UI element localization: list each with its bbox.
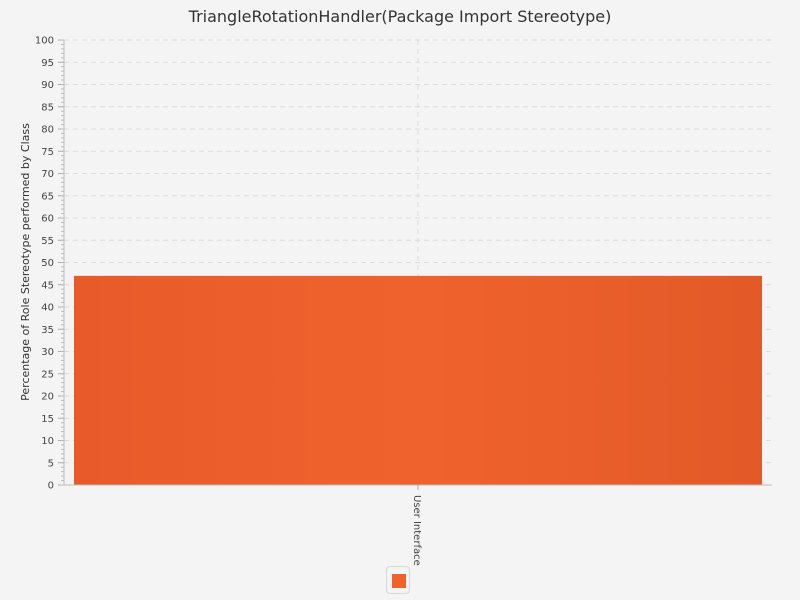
y-tick-label: 95 xyxy=(41,58,54,69)
y-tick-label: 30 xyxy=(41,347,54,358)
y-tick-label: 60 xyxy=(41,214,54,225)
y-tick-label: 5 xyxy=(48,458,54,469)
y-tick-label: 25 xyxy=(41,369,54,380)
y-tick-label: 65 xyxy=(41,191,54,202)
y-tick-label: 75 xyxy=(41,147,54,158)
y-tick-label: 45 xyxy=(41,280,54,291)
y-tick-label: 90 xyxy=(41,80,54,91)
legend-swatch xyxy=(392,574,406,588)
bar xyxy=(74,275,762,485)
bars xyxy=(74,275,762,485)
y-tick-label: 80 xyxy=(41,125,54,136)
legend[interactable] xyxy=(386,566,410,594)
y-tick-label: 100 xyxy=(35,36,54,47)
y-tick-label: 50 xyxy=(41,258,54,269)
y-tick-label: 40 xyxy=(41,303,54,314)
x-tick-label: User Interface xyxy=(411,495,422,566)
y-axis-label: Percentage of Role Stereotype performed … xyxy=(19,123,32,401)
y-ticks: 0 5 10 15 20 25 30 35 40 45 50 55 60 65 70 75 80 85 90 95 10… xyxy=(35,36,64,492)
y-tick-label: 85 xyxy=(41,102,54,113)
y-tick-label: 20 xyxy=(41,392,54,403)
y-tick-label: 0 xyxy=(48,481,54,492)
chart-title: TriangleRotationHandler(Package Import S… xyxy=(188,7,612,26)
y-tick-label: 10 xyxy=(41,436,54,447)
y-tick-label: 15 xyxy=(41,414,54,425)
x-ticks: User Interface xyxy=(411,485,422,566)
y-tick-label: 70 xyxy=(41,169,54,180)
y-tick-label: 55 xyxy=(41,236,54,247)
y-tick-label: 35 xyxy=(41,325,54,336)
